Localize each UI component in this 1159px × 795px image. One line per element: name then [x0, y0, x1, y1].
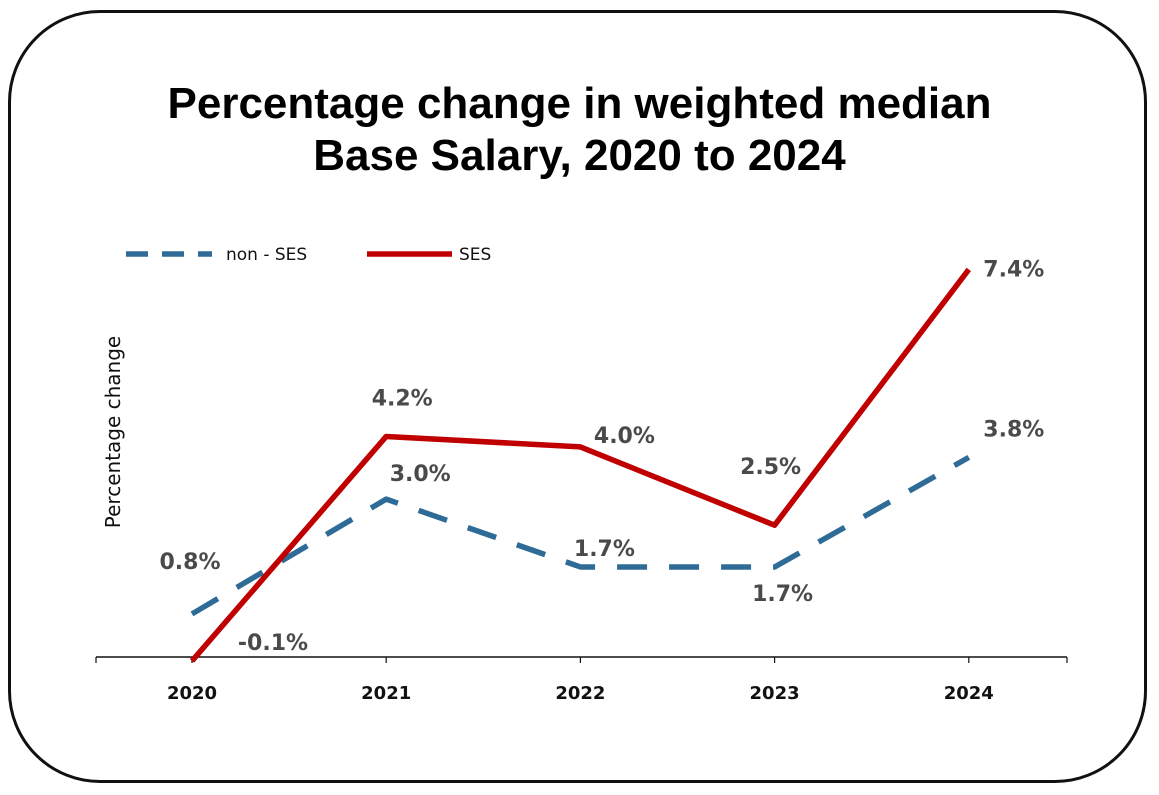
data-label-ses: -0.1%	[238, 631, 308, 656]
data-label-ses: 4.2%	[372, 386, 433, 411]
x-tick-label: 2024	[944, 683, 994, 704]
data-label-non-ses: 1.7%	[574, 537, 635, 562]
x-tick-label: 2023	[750, 683, 800, 704]
x-tick-label: 2021	[361, 683, 411, 704]
legend: non - SES SES	[126, 245, 491, 265]
data-label-non-ses: 1.7%	[752, 582, 813, 607]
x-tick-label: 2020	[167, 683, 217, 704]
chart-title-line-1: Percentage change in weighted median	[167, 79, 992, 128]
x-tick-label: 2022	[555, 683, 605, 704]
data-label-ses: 7.4%	[983, 257, 1044, 282]
series-line-ses	[189, 267, 971, 663]
data-label-non-ses: 3.8%	[983, 417, 1044, 442]
chart-title-line-2: Base Salary, 2020 to 2024	[313, 131, 846, 180]
legend-label-non-ses: non - SES	[226, 245, 307, 265]
y-axis-label: Percentage change	[101, 336, 125, 528]
legend-label-ses: SES	[459, 245, 491, 265]
data-label-ses: 4.0%	[594, 424, 655, 449]
data-label-non-ses: 3.0%	[390, 462, 451, 487]
axes: 2020 2021 2022 2023 2024	[95, 656, 1068, 704]
data-label-non-ses: 0.8%	[159, 550, 220, 575]
series-line-non-ses	[190, 454, 971, 617]
series-layer	[189, 267, 971, 663]
data-labels: 0.8% 3.0% 1.7% 1.7% 3.8% -0.1% 4.2% 4.0% 2.5% 7.4…	[159, 257, 1044, 655]
chart-title: Percentage change in weighted median Bas…	[0, 78, 1159, 182]
data-label-ses: 2.5%	[740, 455, 801, 480]
